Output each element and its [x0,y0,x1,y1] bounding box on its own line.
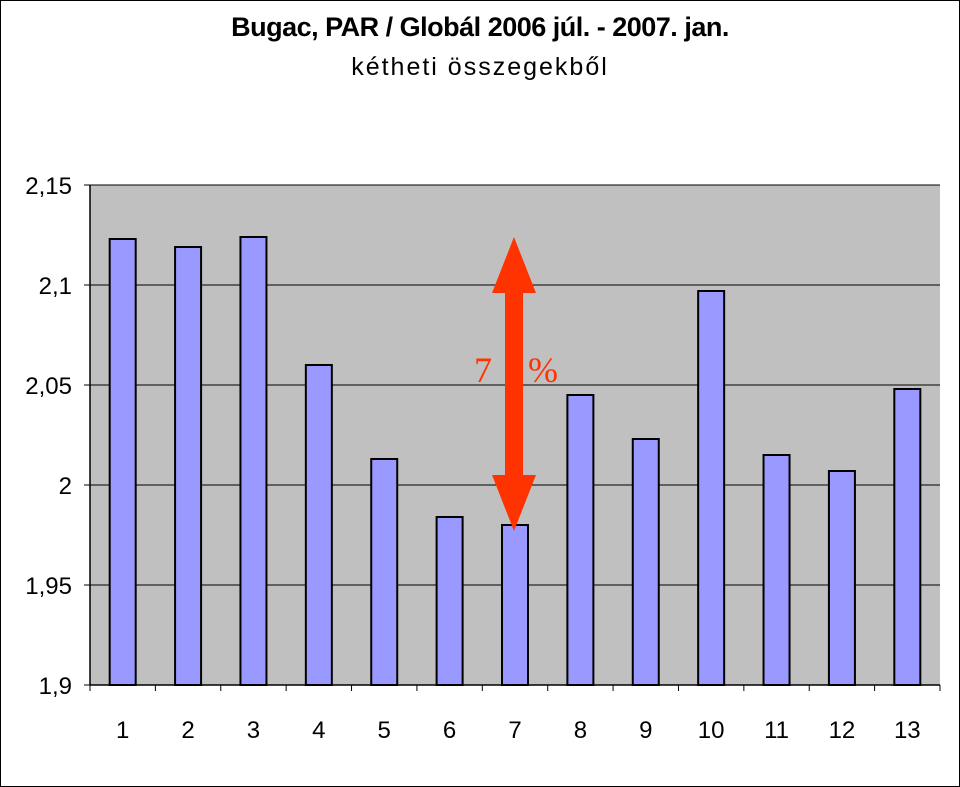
bar-9 [631,438,660,686]
x-tick-label: 13 [894,717,921,744]
bar-13 [893,388,922,686]
bar-6 [435,516,464,686]
y-tick-label: 2,05 [25,373,72,400]
y-tick-label: 1,95 [25,573,72,600]
x-tick-label: 9 [639,717,652,744]
bar-2 [174,246,203,686]
bar-8 [566,394,595,686]
y-axis-ticks: 1,9 1,95 2 2,05 2,1 2,15 [25,173,90,700]
double-arrow [492,237,536,531]
x-tick-label: 2 [181,717,194,744]
x-tick-label: 6 [443,717,456,744]
x-tick-label: 7 [508,717,521,744]
bar-11 [762,454,791,686]
bar-4 [304,364,333,686]
chart-subtitle: kétheti összegekből [351,53,609,81]
bars [108,236,922,686]
bar-12 [827,470,856,686]
y-tick-label: 2,15 [25,173,72,200]
bar-3 [239,236,268,686]
y-tick-label: 1,9 [39,673,72,700]
bar-1 [108,238,137,686]
chart-title: Bugac, PAR / Globál 2006 júl. - 2007. ja… [231,12,729,42]
x-tick-label: 11 [764,717,789,744]
y-tick-label: 2,1 [39,273,72,300]
bar-10 [697,290,726,686]
annotation: 7 % [474,237,558,531]
bar-7 [501,524,529,686]
x-axis-ticks: 1 2 3 4 5 6 7 8 9 10 11 12 13 [89,685,941,744]
y-tick-label: 2 [59,473,72,500]
x-tick-label: 8 [574,717,587,744]
x-tick-label: 3 [247,717,260,744]
axes [89,185,940,686]
x-tick-label: 5 [378,717,391,744]
x-tick-label: 12 [829,717,856,744]
bar-5 [370,458,399,686]
annotation-label: 7 % [474,350,558,390]
x-tick-label: 1 [116,717,129,744]
x-tick-label: 10 [698,717,725,744]
x-tick-label: 4 [312,717,325,744]
